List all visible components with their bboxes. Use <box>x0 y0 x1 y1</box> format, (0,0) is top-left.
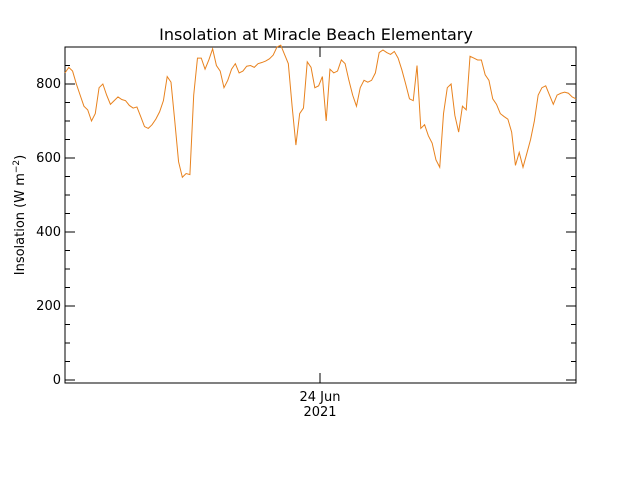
x-tick-label-date: 24 Jun <box>300 390 341 405</box>
y-axis-tick-labels: 0 200 400 600 800 <box>36 77 61 388</box>
y-axis-label-text: Insolation (W m <box>13 173 28 275</box>
x-tick-label-year: 2021 <box>303 405 336 420</box>
y-tick-label-600: 600 <box>36 151 61 166</box>
plot-frame <box>64 46 577 384</box>
y-axis-label-close: ) <box>13 155 28 160</box>
chart-title: Insolation at Miracle Beach Elementary <box>159 25 473 44</box>
y-axis-label: Insolation (W m−2) <box>12 155 28 276</box>
y-tick-label-400: 400 <box>36 225 61 240</box>
y-axis-ticks <box>65 46 576 381</box>
y-tick-label-800: 800 <box>36 77 61 92</box>
y-tick-label-200: 200 <box>36 299 61 314</box>
y-tick-label-0: 0 <box>53 373 61 388</box>
insolation-series-line <box>64 44 577 179</box>
y-axis-label-superscript: −2 <box>12 160 22 173</box>
